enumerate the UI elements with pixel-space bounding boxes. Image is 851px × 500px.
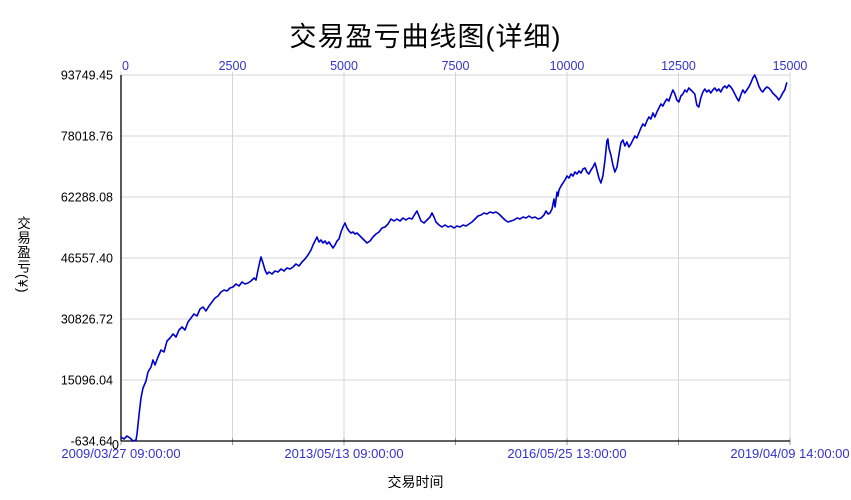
x-date-label: 2016/05/25 13:00:00	[507, 446, 626, 461]
origin-zero-label: 0	[112, 438, 119, 452]
x-top-tick-label: 0	[122, 59, 129, 73]
y-tick-label: 46557.40	[61, 252, 113, 266]
x-top-tick-label: 10000	[550, 59, 585, 73]
pnl-curve	[120, 74, 788, 442]
x-date-label: 2019/04/09 14:00:00	[730, 446, 849, 461]
y-tick-label: 62288.08	[61, 191, 113, 205]
x-top-tick-label: 15000	[773, 59, 808, 73]
x-top-tick-label: 2500	[219, 59, 247, 73]
x-axis-title: 交易时间	[387, 474, 444, 490]
y-axis-title: 交易盈亏(¥)	[15, 216, 30, 294]
x-top-tick-label: 5000	[330, 59, 358, 73]
x-date-label: 2009/03/27 09:00:00	[61, 446, 180, 461]
y-tick-label: 15096.04	[61, 374, 113, 388]
x-top-tick-label: 12500	[661, 59, 696, 73]
y-tick-label: 78018.76	[61, 130, 113, 144]
chart-title: 交易盈亏曲线图(详细)	[289, 22, 562, 52]
y-tick-label: 30826.72	[61, 313, 113, 327]
y-tick-label: 93749.45	[61, 69, 113, 83]
y-tick-label: -634.64	[71, 435, 113, 449]
x-top-tick-label: 7500	[442, 59, 470, 73]
x-date-label: 2013/05/13 09:00:00	[284, 446, 403, 461]
